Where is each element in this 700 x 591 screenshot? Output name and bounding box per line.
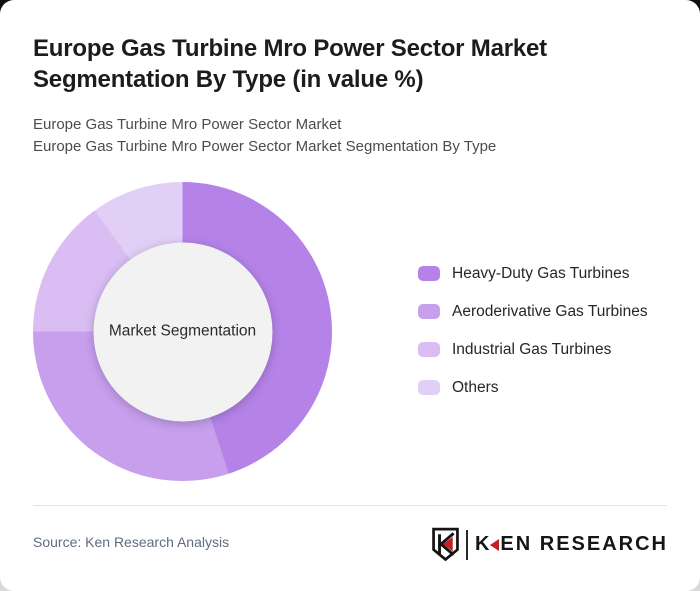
legend-swatch (418, 266, 440, 281)
legend-item-others: Others (418, 378, 648, 396)
ken-research-logo: K EN RESEARCH (431, 527, 668, 562)
legend-item-heavy-duty: Heavy-Duty Gas Turbines (418, 264, 648, 282)
legend-label: Others (452, 378, 499, 396)
legend-label: Heavy-Duty Gas Turbines (452, 264, 630, 282)
logo-wordmark: K EN RESEARCH (474, 533, 668, 555)
source-text: Source: Ken Research Analysis (33, 534, 230, 550)
footer-divider (33, 505, 667, 506)
logo-red-triangle-icon (490, 538, 500, 551)
legend-item-aeroderivative: Aeroderivative Gas Turbines (418, 302, 648, 320)
subtitle-segmentation: Europe Gas Turbine Mro Power Sector Mark… (33, 138, 497, 155)
chart-legend: Heavy-Duty Gas Turbines Aeroderivative G… (418, 264, 648, 418)
donut-chart: Market Segmentation (33, 182, 332, 481)
legend-item-industrial: Industrial Gas Turbines (418, 340, 648, 358)
legend-swatch (418, 304, 440, 319)
logo-shield-icon (432, 527, 459, 562)
subtitle-market: Europe Gas Turbine Mro Power Sector Mark… (33, 116, 342, 133)
legend-swatch (418, 342, 440, 357)
logo-separator (465, 529, 468, 560)
donut-hole: Market Segmentation (93, 242, 272, 421)
page-title: Europe Gas Turbine Mro Power Sector Mark… (33, 35, 547, 93)
legend-label: Industrial Gas Turbines (452, 340, 612, 358)
legend-swatch (418, 380, 440, 395)
donut-center-label: Market Segmentation (108, 322, 257, 340)
legend-label: Aeroderivative Gas Turbines (452, 302, 648, 320)
